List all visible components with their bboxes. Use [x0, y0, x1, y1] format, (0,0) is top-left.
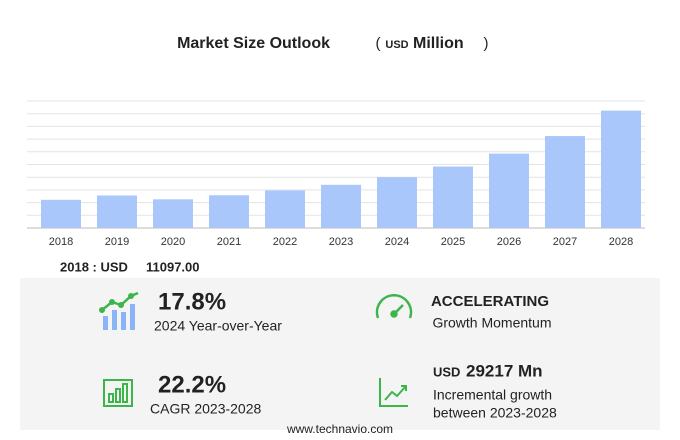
x-tick-label: 2027: [553, 236, 577, 248]
kpi-panel: [20, 278, 660, 430]
cagr-label: CAGR 2023-2028: [150, 401, 262, 417]
x-tick-label: 2021: [217, 236, 241, 248]
bar: [265, 190, 305, 228]
incremental-unit: USD: [433, 364, 460, 379]
footer: www.technavio.com: [286, 422, 393, 436]
x-tick-label: 2026: [497, 236, 521, 248]
cagr-value: 22.2%: [158, 371, 226, 398]
chart-title: Market Size Outlook: [177, 35, 330, 52]
subtitle-paren: ): [484, 35, 489, 52]
bar: [601, 110, 641, 228]
bar: [433, 166, 473, 228]
bar: [209, 195, 249, 228]
cagr-icon: [103, 379, 133, 407]
bar: [97, 195, 137, 228]
incremental-icon: [379, 378, 408, 407]
bar: [377, 177, 417, 228]
highlight-value: 11097.00: [146, 259, 200, 274]
bar: [153, 199, 193, 228]
subtitle: Million: [413, 35, 464, 52]
bar: [41, 199, 81, 228]
yoy-label: 2024 Year-over-Year: [154, 318, 282, 334]
x-tick-label: 2023: [329, 236, 353, 248]
incremental-label: between 2023-2028: [433, 405, 557, 421]
bar: [489, 153, 529, 228]
subtitle-paren: (: [376, 35, 381, 52]
subtitle-unit: USD: [385, 39, 408, 51]
incremental-value: 29217 Mn: [466, 361, 543, 380]
x-tick-label: 2025: [441, 236, 465, 248]
x-tick-label: 2019: [105, 236, 129, 248]
bar: [321, 184, 361, 228]
bar: [545, 136, 585, 228]
x-tick-label: 2020: [161, 236, 185, 248]
momentum-icon: [375, 294, 413, 319]
momentum-label: Growth Momentum: [432, 315, 551, 331]
momentum-value: ACCELERATING: [431, 293, 549, 310]
yoy-value: 17.8%: [158, 288, 226, 315]
highlight-label: 2018 : USD: [60, 259, 128, 274]
x-tick-label: 2018: [49, 236, 73, 248]
yoy-icon: [99, 291, 139, 330]
x-tick-label: 2024: [385, 236, 409, 248]
x-tick-label: 2028: [609, 236, 633, 248]
x-tick-label: 2022: [273, 236, 297, 248]
incremental-label: Incremental growth: [433, 387, 552, 403]
